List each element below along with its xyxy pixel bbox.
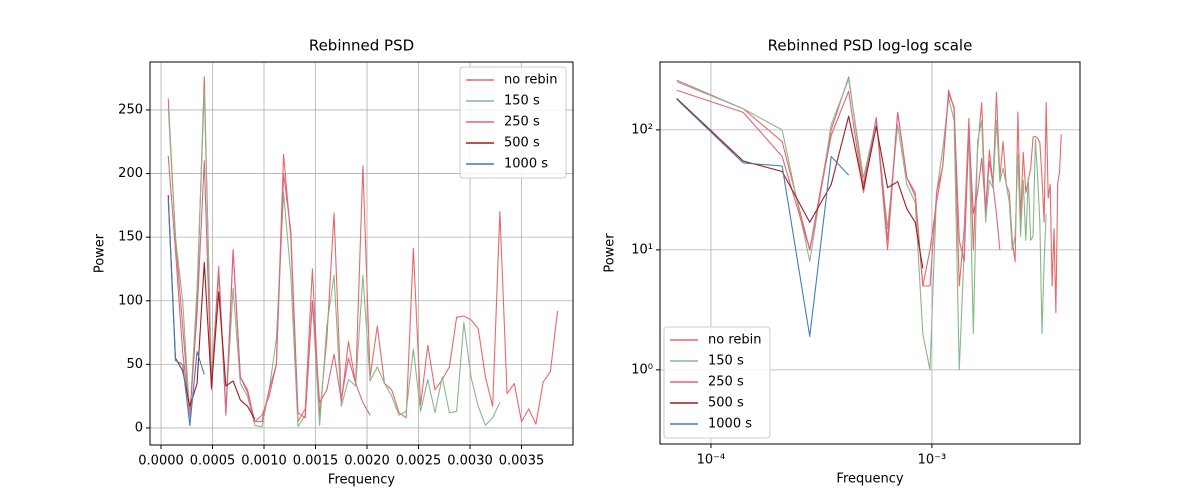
legend: no rebin 150 s 250 s 500 s 1000 s bbox=[459, 66, 567, 179]
legend-label: 1000 s bbox=[708, 417, 752, 432]
series-line bbox=[167, 155, 371, 423]
series-line bbox=[676, 78, 1047, 371]
y-tick-label: 50 bbox=[126, 357, 143, 372]
series-group bbox=[676, 76, 1062, 371]
series-line bbox=[676, 97, 924, 269]
x-tick-label: 0.0030 bbox=[447, 454, 493, 469]
y-tick-label: 200 bbox=[118, 166, 143, 181]
legend-label: 250 s bbox=[708, 375, 744, 390]
legend-label: 500 s bbox=[708, 396, 744, 411]
y-tick-label: 10¹ bbox=[631, 242, 653, 257]
chart-title: Rebinned PSD bbox=[309, 37, 414, 55]
legend-label: 150 s bbox=[504, 94, 540, 109]
legend: no rebin 150 s 250 s 500 s 1000 s bbox=[663, 326, 771, 439]
x-tick-label: 0.0025 bbox=[396, 454, 442, 469]
series-group bbox=[167, 76, 559, 428]
y-tick-label: 10² bbox=[631, 122, 653, 137]
y-tick-label: 150 bbox=[118, 230, 143, 245]
subplot: 0.0000 0.0005 0.0010 0.0015 0.0020 0.0025 0.00… bbox=[93, 37, 574, 488]
x-axis-label: Frequency bbox=[836, 472, 903, 487]
x-tick-label: 0.0000 bbox=[138, 454, 184, 469]
y-tick-label: 100 bbox=[118, 293, 143, 308]
x-tick-label: 10⁻³ bbox=[918, 453, 947, 468]
y-tick-label: 10⁰ bbox=[631, 362, 653, 377]
y-axis-label: Power bbox=[603, 233, 618, 273]
legend-box bbox=[459, 66, 567, 179]
series-line bbox=[167, 198, 205, 427]
legend-label: 250 s bbox=[504, 115, 540, 130]
axes-frame bbox=[659, 61, 1081, 445]
series-line bbox=[676, 89, 1001, 287]
legend-box bbox=[663, 326, 771, 439]
x-axis-label: Frequency bbox=[328, 473, 395, 488]
y-tick-label: 250 bbox=[118, 102, 143, 117]
series-line bbox=[676, 98, 850, 337]
series-line bbox=[167, 90, 501, 428]
x-tick-label: 0.0015 bbox=[293, 454, 339, 469]
legend-label: 150 s bbox=[708, 354, 744, 369]
subplot: 10⁻⁴ 10⁻³ 10⁰ 10¹ 10² Rebinned PSD log-log sc… bbox=[603, 37, 1081, 487]
legend-label: 500 s bbox=[504, 136, 540, 151]
legend-label: no rebin bbox=[708, 333, 762, 348]
series-line bbox=[167, 195, 256, 420]
series-line bbox=[676, 76, 1062, 314]
x-tick-label: 0.0010 bbox=[241, 454, 287, 469]
y-axis-label: Power bbox=[93, 233, 108, 273]
legend-label: no rebin bbox=[504, 73, 558, 88]
x-tick-label: 0.0005 bbox=[190, 454, 236, 469]
x-tick-label: 0.0035 bbox=[499, 454, 545, 469]
chart-title: Rebinned PSD log-log scale bbox=[768, 37, 973, 55]
x-tick-label: 0.0020 bbox=[344, 454, 390, 469]
axes-frame bbox=[149, 61, 574, 446]
legend-label: 1000 s bbox=[504, 157, 548, 172]
y-tick-label: 0 bbox=[135, 420, 143, 435]
x-tick-label: 10⁻⁴ bbox=[697, 453, 726, 468]
